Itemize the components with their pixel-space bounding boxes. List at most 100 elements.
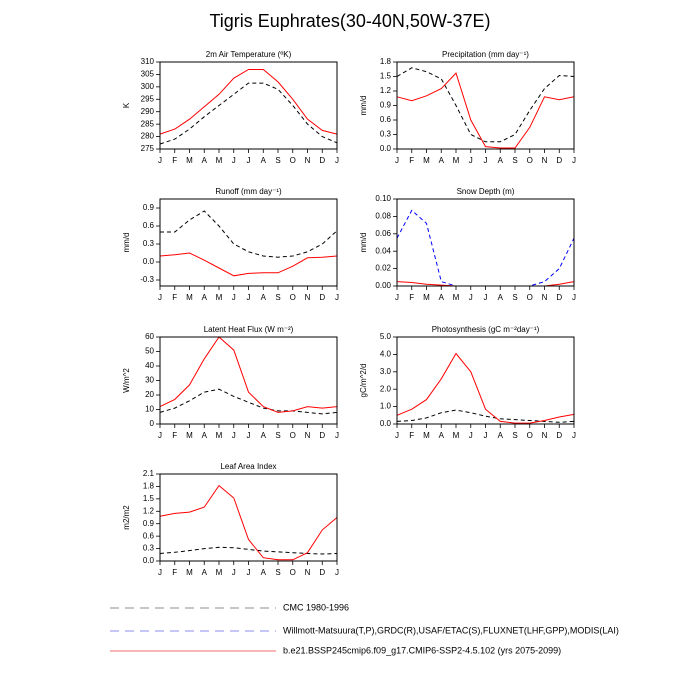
x-tick-label: J (247, 156, 251, 165)
x-tick-label: F (172, 431, 177, 440)
x-tick-label: M (453, 431, 460, 440)
x-tick-label: M (216, 156, 223, 165)
x-tick-label: J (484, 156, 488, 165)
x-tick-label: A (261, 568, 267, 577)
x-tick-label: F (172, 156, 177, 165)
panel-title: Photosynthesis (gC m⁻²day⁻¹) (432, 325, 540, 334)
x-tick-label: A (202, 568, 208, 577)
series-line (396, 409, 575, 423)
y-tick-label: 1.2 (380, 86, 392, 95)
x-tick-label: F (172, 293, 177, 302)
x-tick-label: J (232, 156, 236, 165)
x-tick-label: M (186, 156, 193, 165)
series-line (159, 82, 338, 145)
x-tick-label: J (572, 293, 576, 302)
x-tick-label: D (556, 431, 562, 440)
x-tick-label: J (247, 431, 251, 440)
x-tick-label: M (216, 431, 223, 440)
y-tick-label: 0.9 (143, 519, 155, 528)
y-tick-label: 0.0 (143, 556, 155, 565)
y-tick-label: 0.0 (143, 257, 155, 266)
x-tick-label: M (423, 156, 430, 165)
x-tick-label: J (335, 293, 339, 302)
x-tick-label: M (453, 156, 460, 165)
y-tick-label: 0.0 (380, 144, 392, 153)
y-tick-label: 0.6 (380, 115, 392, 124)
y-tick-label: 0.04 (375, 246, 391, 255)
y-tick-label: 4.0 (380, 350, 392, 359)
x-tick-label: O (290, 156, 296, 165)
y-axis-label: m2/m2 (122, 505, 131, 530)
y-axis-label: mm/d (359, 96, 368, 116)
y-tick-label: 40 (145, 361, 154, 370)
x-tick-label: D (556, 156, 562, 165)
y-tick-label: 1.8 (380, 57, 392, 66)
x-tick-label: J (469, 431, 473, 440)
x-tick-label: S (275, 156, 280, 165)
x-tick-label: N (305, 431, 311, 440)
x-tick-label: S (275, 431, 280, 440)
plot-frame (396, 61, 575, 150)
x-tick-label: D (319, 568, 325, 577)
y-axis-label: gC/m^2/d (359, 364, 368, 398)
series-line (159, 388, 338, 415)
x-tick-label: M (186, 568, 193, 577)
legend-label: b.e21.BSSP245cmip6.f09_g17.CMIP6-SSP2-4.… (283, 645, 561, 655)
y-tick-label: 1.5 (380, 72, 392, 81)
x-tick-label: J (469, 293, 473, 302)
x-tick-label: J (335, 431, 339, 440)
x-tick-label: A (439, 156, 445, 165)
y-tick-label: 0.0 (380, 419, 392, 428)
y-tick-label: 0.06 (375, 229, 391, 238)
y-tick-label: 30 (145, 376, 154, 385)
plot-frame (396, 336, 575, 425)
y-tick-label: 20 (145, 390, 154, 399)
y-tick-label: 0.3 (143, 544, 155, 553)
x-tick-label: J (247, 568, 251, 577)
y-tick-label: 1.0 (380, 402, 392, 411)
legend-label: CMC 1980-1996 (283, 602, 349, 612)
x-tick-label: D (556, 293, 562, 302)
x-tick-label: A (202, 431, 208, 440)
x-tick-label: N (305, 568, 311, 577)
page-title: Tigris Euphrates(30-40N,50W-37E) (209, 11, 490, 31)
y-tick-label: 295 (141, 94, 155, 103)
x-tick-label: N (305, 293, 311, 302)
x-tick-label: J (484, 293, 488, 302)
x-tick-label: O (527, 431, 533, 440)
panel-title: Snow Depth (m) (457, 187, 515, 196)
y-tick-label: 280 (141, 132, 155, 141)
series-line (396, 67, 575, 143)
y-tick-label: 0.00 (375, 281, 391, 290)
x-tick-label: J (232, 568, 236, 577)
x-tick-label: N (542, 156, 548, 165)
y-tick-label: 275 (141, 144, 155, 153)
y-tick-label: 0.02 (375, 264, 391, 273)
panel-title: Latent Heat Flux (W m⁻²) (204, 325, 294, 334)
y-tick-label: 1.2 (143, 506, 155, 515)
x-tick-label: A (498, 431, 504, 440)
series-line (159, 546, 338, 555)
x-tick-label: M (186, 431, 193, 440)
x-tick-label: J (158, 293, 162, 302)
y-tick-label: 0.9 (380, 101, 392, 110)
x-tick-label: A (261, 156, 267, 165)
x-tick-label: S (275, 568, 280, 577)
series-line (159, 336, 338, 413)
y-axis-label: mm/d (122, 233, 131, 253)
y-tick-label: 0.9 (143, 203, 155, 212)
x-tick-label: J (158, 568, 162, 577)
x-tick-label: J (232, 431, 236, 440)
x-tick-label: O (527, 293, 533, 302)
x-tick-label: N (542, 431, 548, 440)
legend-label: Willmott-Matsuura(T,P),GRDC(R),USAF/ETAC… (283, 625, 619, 635)
x-tick-label: A (439, 293, 445, 302)
x-tick-label: O (527, 156, 533, 165)
y-tick-label: 305 (141, 70, 155, 79)
x-tick-label: A (261, 431, 267, 440)
panel-title: Leaf Area Index (220, 462, 276, 471)
plot-frame (159, 198, 338, 287)
series-line (396, 72, 575, 149)
x-tick-label: J (395, 431, 399, 440)
